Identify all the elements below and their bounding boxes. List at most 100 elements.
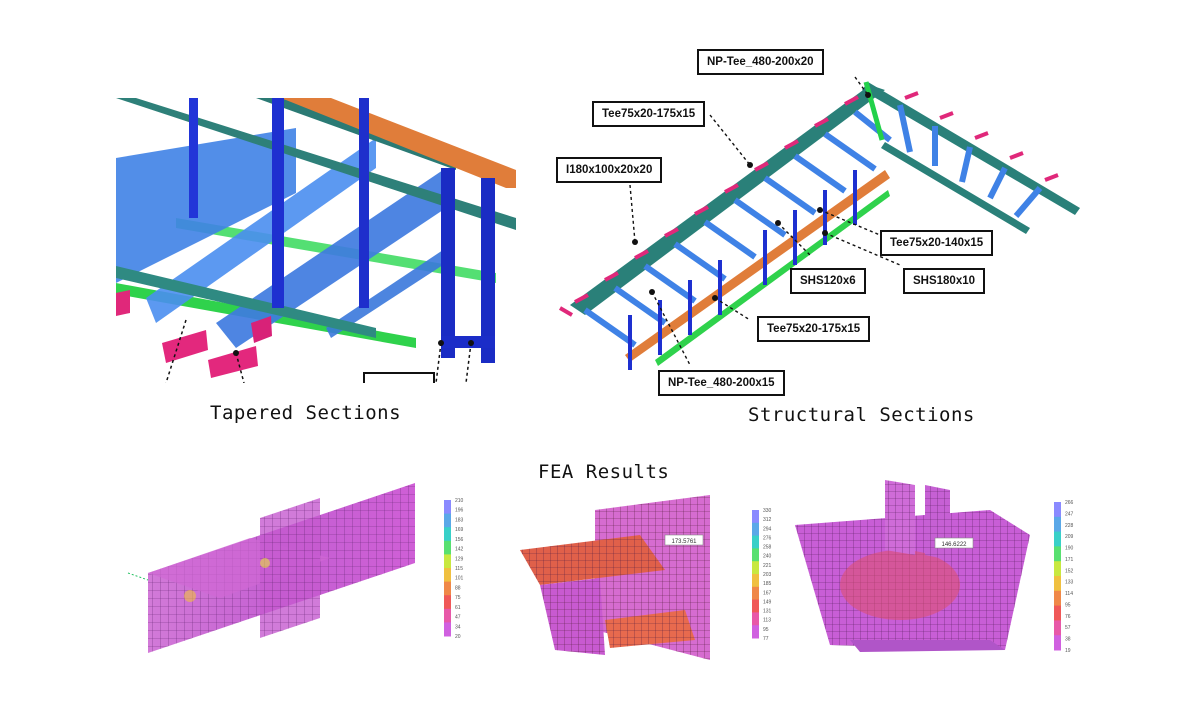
truss-columns: [628, 170, 857, 370]
stress-region: [840, 550, 960, 620]
legend-color-band: [1054, 576, 1061, 592]
green-diagonal: [863, 81, 885, 141]
legend-tick-label: 34: [455, 624, 461, 630]
legend-tick-label: 330: [763, 508, 772, 514]
legend-tick-label: 169: [455, 527, 464, 533]
legend-tick-label: 77: [763, 636, 769, 640]
callout-tee75x20-140x15: Tee75x20-140x15: [880, 230, 994, 256]
fea-legend-3: 266 247 228 209 190 171 152 133 114 95 76 57 38 19: [1054, 500, 1074, 652]
callout-shs120x6: SHS120x6: [790, 268, 866, 294]
legend-tick-label: 149: [763, 599, 772, 605]
legend-color-band: [752, 561, 759, 575]
legend-tick-label: 142: [455, 547, 464, 553]
legend-color-band: [1054, 605, 1061, 621]
hotspot: [260, 558, 270, 568]
base-flange: [850, 640, 1005, 652]
legend-tick-label: 88: [455, 585, 461, 591]
i-section: [116, 290, 130, 316]
legend-tick-label: 167: [763, 590, 772, 596]
legend-tick-label: 76: [1065, 614, 1071, 620]
legend-color-band: [444, 595, 451, 610]
legend-tick-label: 203: [763, 572, 772, 578]
leader-dot: [468, 340, 474, 346]
tapered-beam-web: [146, 138, 376, 323]
caption-structural-sections: Structural Sections: [748, 404, 975, 426]
legend-color-band: [752, 599, 759, 613]
legend-color-band: [444, 608, 451, 623]
legend-color-band: [1054, 561, 1061, 577]
legend-tick-label: 276: [763, 535, 772, 541]
column-base: [441, 336, 495, 348]
clipped-callout-box: [363, 372, 435, 383]
legend-tick-label: 114: [1065, 591, 1073, 597]
legend-tick-label: 294: [763, 526, 772, 532]
legend-tick-label: 101: [455, 576, 464, 582]
leader-line: [235, 352, 245, 383]
legend-color-band: [444, 513, 451, 528]
legend-color-band: [752, 510, 759, 524]
legend-color-band: [1054, 546, 1061, 562]
fea-model-1: [127, 483, 415, 653]
caption-fea-results: FEA Results: [538, 461, 670, 483]
legend-tick-label: 131: [763, 609, 772, 615]
fea-model-3: 146.6222: [795, 480, 1030, 652]
i-section: [251, 316, 272, 343]
legend-color-band: [752, 612, 759, 626]
truss-top-chord: [570, 85, 885, 315]
column: [272, 98, 284, 308]
legend-tick-label: 95: [1065, 602, 1071, 608]
teal-chord: [116, 266, 376, 338]
fea-legend-2: 330 312 294 276 258 240 221 203 185 167 149 131 113 9…: [752, 508, 772, 640]
legend-color-band: [1054, 635, 1061, 651]
lug-plate-mesh: [885, 480, 915, 555]
teal-chord: [116, 98, 516, 230]
legend-tick-label: 156: [455, 537, 464, 543]
legend-tick-label: 113: [763, 618, 771, 624]
legend-tick-label: 61: [455, 605, 461, 611]
legend-color-band: [444, 554, 451, 569]
legend-tick-label: 190: [1065, 546, 1074, 552]
callout-np-tee-480-200x15: NP-Tee_480-200x15: [658, 370, 785, 396]
legend-color-band: [752, 586, 759, 601]
support-marker: [127, 572, 149, 581]
result-tag: [934, 537, 974, 549]
legend-tick-label: 129: [455, 556, 464, 562]
legend-color-band: [752, 574, 759, 588]
legend-color-band: [1054, 590, 1061, 607]
leader-dot: [233, 350, 239, 356]
fea-model-2: 173.5761: [520, 495, 710, 660]
legend-color-band: [444, 540, 451, 555]
caption-tapered-sections: Tapered Sections: [210, 402, 402, 424]
legend-tick-label: 228: [1065, 523, 1074, 529]
legend-tick-label: 221: [763, 563, 772, 569]
callout-np-tee-480-200x20: NP-Tee_480-200x20: [697, 49, 824, 75]
callout-i180x100x20x20: I180x100x20x20: [556, 157, 663, 183]
flange-top-mesh: [520, 535, 665, 585]
legend-color-band: [1054, 516, 1061, 533]
legend-tick-label: 95: [763, 627, 769, 633]
cross-members: [583, 109, 892, 348]
lug-plate-mesh: [925, 485, 950, 560]
stiffener-mesh: [260, 498, 320, 638]
legend-tick-label: 152: [1065, 568, 1074, 574]
legend-tick-label: 115: [455, 566, 463, 572]
truss-bottom-chord: [655, 190, 890, 366]
wing-chord: [881, 142, 1030, 234]
legend-tick-label: 185: [763, 581, 772, 587]
legend-tick-label: 183: [455, 517, 464, 523]
legend-tick-label: 209: [1065, 534, 1074, 540]
tapered-beam-web: [326, 248, 446, 338]
legend-color-band: [1054, 502, 1061, 518]
legend-color-band: [752, 625, 759, 639]
column: [189, 98, 198, 218]
legend-tick-label: 266: [1065, 500, 1074, 506]
callout-shs180x10: SHS180x10: [903, 268, 986, 294]
result-tag: [664, 534, 704, 546]
legend-color-band: [444, 568, 451, 583]
orange-top-beam: [281, 98, 516, 188]
i-section: [208, 346, 258, 378]
legend-color-band: [444, 581, 451, 596]
i-section: [162, 330, 208, 363]
tapered-sections-model: [116, 98, 516, 383]
wing-magenta-ends: [904, 91, 1059, 182]
